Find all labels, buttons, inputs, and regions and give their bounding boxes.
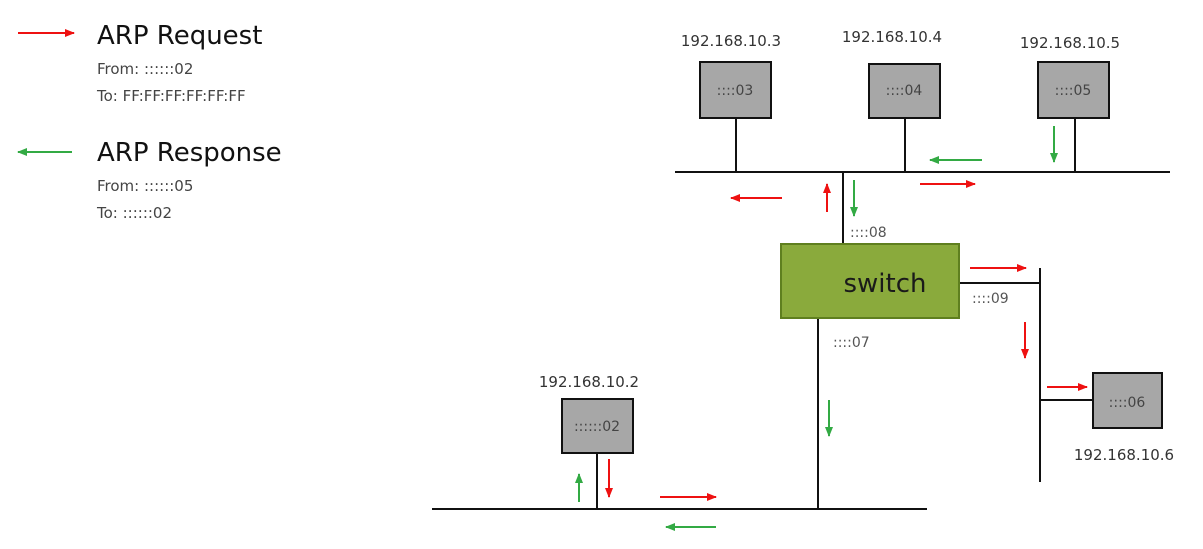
host-03-ip: 192.168.10.3 [681, 32, 781, 50]
switch-label: switch [843, 269, 926, 299]
host-02-mac: ::::::02 [574, 419, 620, 435]
legend-response-to: To: ::::::02 [96, 204, 172, 222]
legend-response-title: ARP Response [97, 138, 282, 168]
host-06-mac: ::::06 [1109, 395, 1146, 411]
host-04-box [868, 63, 941, 119]
host-04-ip: 192.168.10.4 [842, 28, 942, 46]
legend-request-title: ARP Request [97, 21, 262, 51]
switch-box [780, 243, 960, 319]
host-02: 192.168.10.2 ::::::02 [539, 373, 639, 454]
host-06-box [1092, 372, 1163, 429]
host-04: 192.168.10.4 ::::04 [842, 28, 942, 119]
host-06: ::::06 192.168.10.6 [1074, 372, 1174, 464]
port-09-label: ::::09 [972, 291, 1009, 307]
host-05: 192.168.10.5 ::::05 [1020, 34, 1120, 119]
port-07-label: ::::07 [833, 335, 870, 351]
legend: ARP Request From: ::::::02 To: FF:FF:FF:… [17, 21, 282, 222]
bottom-segment [432, 318, 927, 510]
host-03-mac: ::::03 [717, 83, 754, 99]
host-04-mac: ::::04 [886, 83, 923, 99]
host-05-box [1037, 61, 1110, 119]
host-05-ip: 192.168.10.5 [1020, 34, 1120, 52]
host-05-mac: ::::05 [1055, 83, 1092, 99]
top-segment [675, 118, 1170, 244]
right-segment [960, 268, 1093, 482]
host-02-ip: 192.168.10.2 [539, 373, 639, 391]
host-03-box [699, 61, 772, 119]
host-03: 192.168.10.3 ::::03 [681, 32, 781, 119]
request-arrows [605, 180, 1088, 501]
legend-request-from: From: ::::::02 [97, 60, 193, 78]
port-08-label: ::::08 [850, 225, 887, 241]
switch: switch ::::08 ::::09 ::::07 [780, 225, 1009, 351]
host-02-box [561, 398, 634, 454]
response-arrows [575, 126, 1058, 531]
host-06-ip: 192.168.10.6 [1074, 446, 1174, 464]
legend-response-from: From: ::::::05 [97, 177, 193, 195]
legend-request-to: To: FF:FF:FF:FF:FF:FF [96, 87, 246, 105]
